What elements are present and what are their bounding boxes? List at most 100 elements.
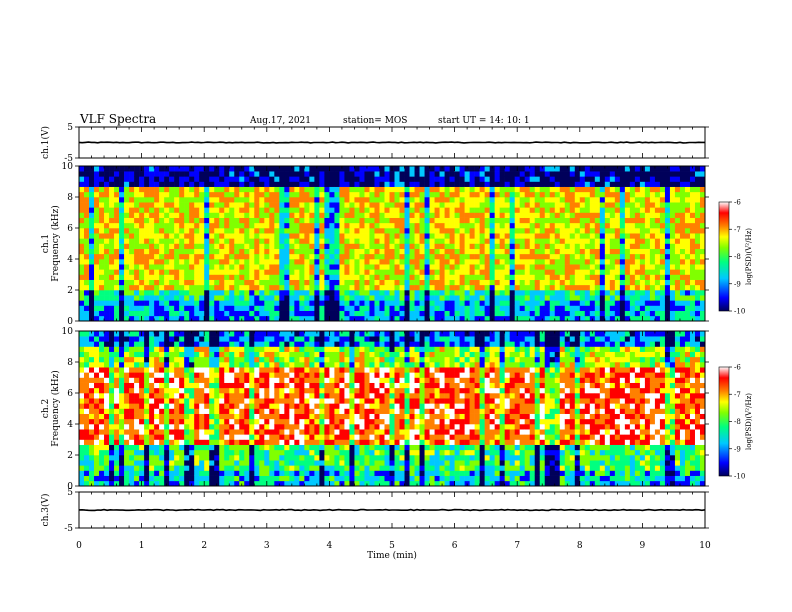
heatmap-cell	[414, 228, 420, 234]
heatmap-cell	[399, 274, 405, 280]
heatmap-cell	[459, 176, 465, 182]
heatmap-cell	[679, 274, 686, 280]
heatmap-cell	[674, 269, 681, 275]
heatmap-cell	[309, 305, 315, 311]
heatmap-cell	[244, 465, 250, 471]
heatmap-cell	[519, 217, 526, 224]
heatmap-cell	[544, 243, 551, 249]
heatmap-cell	[454, 197, 460, 203]
heatmap-cell	[669, 264, 676, 270]
heatmap-cell	[149, 295, 155, 301]
heatmap-cell	[569, 222, 576, 229]
heatmap-cell	[699, 233, 706, 239]
heatmap-cell	[504, 191, 510, 198]
heatmap-cell	[269, 181, 275, 187]
heatmap-cell	[664, 279, 671, 286]
heatmap-cell	[114, 202, 120, 208]
heatmap-cell	[104, 480, 110, 487]
heatmap-cell	[399, 197, 405, 203]
heatmap-cell	[309, 166, 315, 172]
heatmap-cell	[454, 238, 460, 244]
heatmap-cell	[369, 264, 375, 270]
heatmap-cell	[564, 279, 571, 286]
heatmap-cell	[559, 228, 566, 234]
heatmap-cell	[184, 460, 190, 466]
heatmap-cell	[334, 264, 340, 270]
heatmap-cell	[584, 264, 591, 270]
heatmap-cell	[164, 228, 170, 234]
heatmap-cell	[659, 305, 666, 311]
heatmap-cell	[424, 212, 430, 218]
heatmap-cell	[649, 197, 656, 203]
heatmap-cell	[199, 434, 205, 440]
heatmap-cell	[349, 248, 355, 255]
heatmap-cell	[424, 197, 430, 203]
heatmap-cell	[474, 217, 480, 224]
heatmap-cell	[669, 212, 676, 218]
heatmap-cell	[394, 248, 400, 255]
heatmap-cell	[554, 233, 561, 239]
heatmap-cell	[529, 284, 536, 291]
heatmap-cell	[579, 305, 586, 311]
heatmap-cell	[194, 290, 200, 296]
heatmap-cell	[209, 439, 215, 445]
heatmap-cell	[99, 367, 105, 373]
heatmap-cell	[479, 300, 485, 306]
heatmap-cell	[579, 238, 586, 244]
heatmap-cell	[524, 197, 531, 203]
heatmap-cell	[434, 176, 440, 182]
heatmap-cell	[439, 290, 445, 296]
heatmap-cell	[99, 356, 105, 363]
heatmap-cell	[209, 418, 215, 425]
heatmap-cell	[624, 274, 631, 280]
heatmap-cell	[474, 238, 480, 244]
heatmap-cell	[504, 233, 510, 239]
heatmap-cell	[299, 212, 305, 218]
heatmap-cell	[364, 212, 370, 218]
heatmap-cell	[419, 238, 425, 244]
heatmap-cell	[334, 222, 340, 229]
heatmap-cell	[559, 274, 566, 280]
heatmap-cell	[684, 295, 691, 301]
heatmap-cell	[114, 284, 120, 291]
heatmap-cell	[419, 300, 425, 306]
heatmap-cell	[99, 315, 105, 322]
heatmap-cell	[319, 166, 325, 172]
heatmap-cell	[314, 228, 320, 234]
heatmap-cell	[154, 336, 160, 342]
heatmap-cell	[129, 228, 135, 234]
heatmap-cell	[244, 439, 250, 445]
heatmap-cell	[274, 264, 280, 270]
heatmap-cell	[99, 382, 105, 389]
heatmap-cell	[379, 176, 385, 182]
heatmap-cell	[309, 207, 315, 213]
heatmap-cell	[334, 248, 340, 255]
heatmap-cell	[129, 248, 135, 255]
heatmap-cell	[679, 295, 686, 301]
heatmap-cell	[99, 181, 105, 187]
heatmap-cell	[214, 243, 220, 249]
heatmap-cell	[479, 181, 485, 187]
heatmap-cell	[584, 238, 591, 244]
heatmap-cell	[639, 217, 646, 224]
heatmap-cell	[204, 351, 210, 358]
heatmap-cell	[619, 305, 626, 311]
heatmap-cell	[204, 480, 210, 487]
heatmap-cell	[509, 274, 515, 280]
heatmap-cell	[639, 269, 646, 275]
heatmap-cell	[159, 248, 165, 255]
heatmap-cell	[284, 259, 290, 265]
heatmap-cell	[199, 186, 205, 193]
heatmap-cell	[454, 259, 460, 265]
heatmap-cell	[469, 191, 475, 198]
heatmap-cell	[219, 424, 225, 430]
heatmap-cell	[239, 269, 245, 275]
heatmap-cell	[664, 197, 671, 203]
heatmap-cell	[454, 274, 460, 280]
heatmap-cell	[194, 424, 200, 430]
heatmap-cell	[299, 315, 305, 322]
heatmap-cell	[139, 217, 145, 224]
heatmap-cell	[329, 295, 335, 301]
heatmap-cell	[469, 212, 475, 218]
heatmap-cell	[674, 290, 681, 296]
